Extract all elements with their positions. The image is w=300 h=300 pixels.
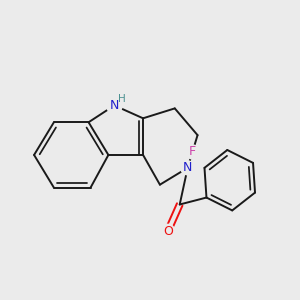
Circle shape [186, 145, 200, 159]
Text: F: F [189, 146, 196, 158]
Text: N: N [183, 161, 192, 174]
Text: O: O [163, 225, 173, 238]
Circle shape [106, 98, 122, 113]
Circle shape [161, 224, 175, 238]
Text: H: H [118, 94, 126, 104]
Text: N: N [110, 99, 119, 112]
Circle shape [181, 161, 195, 175]
